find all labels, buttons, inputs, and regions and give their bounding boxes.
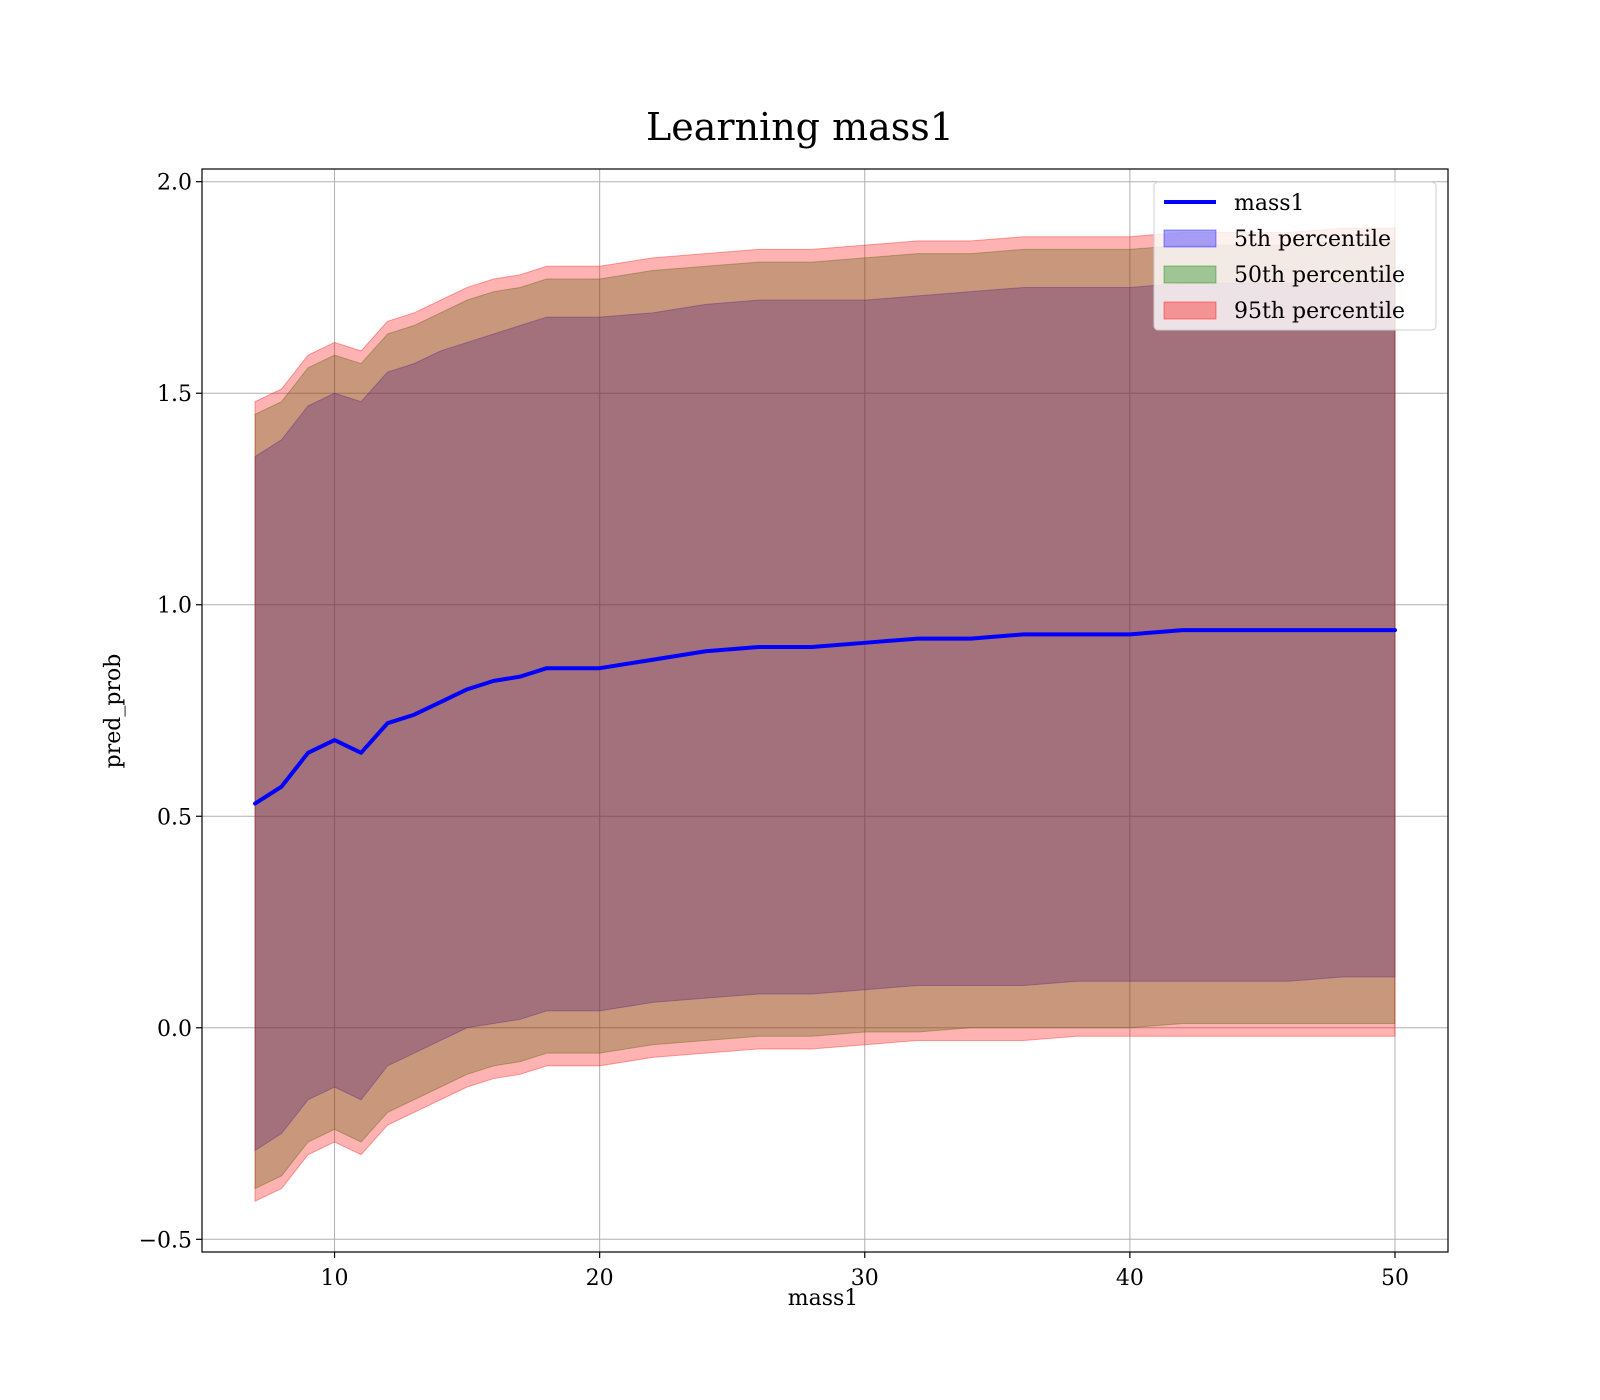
line-layer	[253, 628, 1397, 806]
y-tick-label: −0.5	[139, 1228, 192, 1253]
y-tick-label: 0.5	[157, 805, 192, 830]
legend-box	[1153, 181, 1437, 331]
5th-percentile-band	[254, 282, 1396, 1152]
legend-band-swatch	[1163, 301, 1217, 320]
legend-entry: mass1	[1234, 191, 1305, 216]
50th-percentile-band	[254, 240, 1396, 1190]
x-tick-label: 10	[321, 1266, 349, 1291]
legend-entry: 50th percentile	[1234, 263, 1405, 288]
x-tick-label: 30	[851, 1266, 879, 1291]
y-tick-label: 2.0	[157, 171, 192, 196]
y-tick-label: 1.0	[157, 594, 192, 619]
x-tick-label: 40	[1116, 1266, 1144, 1291]
tick-layer: 10 20 30 40 50 −0.5 0.0 0.5 1.0 1.5 2.0	[139, 171, 1409, 1291]
x-tick-label: 50	[1381, 1266, 1409, 1291]
legend-entry: 95th percentile	[1234, 299, 1405, 324]
x-axis-label: mass1	[788, 1286, 859, 1311]
chart-title: Learning mass1	[646, 105, 954, 149]
legend-band-swatch	[1163, 265, 1217, 284]
95th-percentile-band	[254, 227, 1396, 1203]
x-tick-label: 20	[586, 1266, 614, 1291]
legend-entry: 5th percentile	[1234, 227, 1391, 252]
y-axis-label: pred_prob	[101, 654, 126, 769]
band-layer	[254, 227, 1396, 1203]
y-tick-label: 1.5	[157, 382, 192, 407]
mass1-line	[253, 628, 1397, 806]
y-tick-label: 0.0	[157, 1017, 192, 1042]
plot-frame	[201, 168, 1449, 1253]
legend: mass1 5th percentile 50th percentile 95th p…	[1153, 181, 1437, 331]
legend-band-swatch	[1163, 229, 1217, 248]
